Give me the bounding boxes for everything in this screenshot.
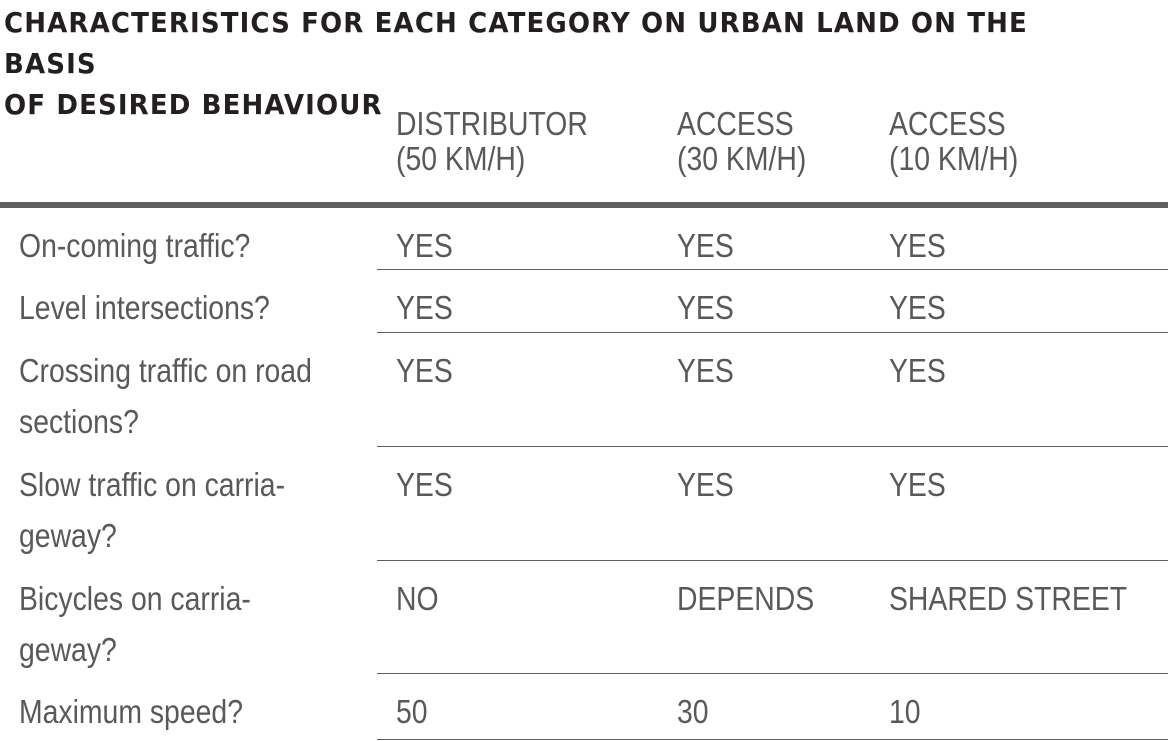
table-row-bicycles: Bicycles on carria-geway? NO DEPENDS SHA… [0, 561, 1168, 674]
column-header-name: ACCESS [889, 105, 1006, 142]
cell-access-30: 30 [677, 693, 709, 730]
table-row-level-intersections: Level intersections? YES YES YES [0, 270, 1168, 333]
table-row-crossing-traffic: Crossing traffic on road sections? YES YE… [0, 333, 1168, 447]
header-divider [0, 202, 1168, 208]
cell-access-10: YES [889, 466, 946, 503]
row-label: Level intersections? [19, 289, 270, 326]
row-label: Crossing traffic on road sections? [19, 352, 312, 440]
cell-distributor: YES [396, 289, 453, 326]
table-row-on-coming-traffic: On-coming traffic? YES YES YES [0, 208, 1168, 270]
row-divider [377, 739, 1168, 740]
table-row-maximum-speed: Maximum speed? 50 30 10 [0, 674, 1168, 740]
cell-access-10: YES [889, 227, 946, 264]
row-divider [377, 269, 1168, 270]
row-label: Maximum speed? [19, 693, 243, 730]
row-divider [377, 560, 1168, 561]
table-row-slow-traffic: Slow traffic on carria-geway? YES YES YE… [0, 447, 1168, 561]
cell-access-10: YES [889, 289, 946, 326]
table-title-line-1: CHARACTERISTICS FOR EACH CATEGORY ON URB… [4, 6, 1028, 80]
cell-access-30: YES [677, 227, 734, 264]
column-header-speed: (50 KM/H) [396, 140, 526, 177]
cell-access-10: SHARED STREET [889, 580, 1128, 617]
row-divider [377, 446, 1168, 447]
cell-access-30: DEPENDS [677, 580, 815, 617]
row-label: Slow traffic on carria-geway? [19, 466, 286, 554]
cell-distributor: YES [396, 466, 453, 503]
cell-distributor: 50 [396, 693, 428, 730]
row-divider [377, 332, 1168, 333]
row-label: On-coming traffic? [19, 227, 251, 264]
column-header-access-30: ACCESS (30 KM/H) [677, 106, 806, 176]
table-title-line-2: OF DESIRED BEHAVIOUR [4, 88, 383, 121]
column-header-access-10: ACCESS (10 KM/H) [889, 106, 1018, 176]
cell-distributor: NO [396, 580, 439, 617]
column-header-name: ACCESS [677, 105, 794, 142]
column-header-distributor: DISTRIBUTOR (50 KM/H) [396, 106, 588, 176]
cell-access-30: YES [677, 352, 734, 389]
cell-distributor: YES [396, 227, 453, 264]
cell-access-10: YES [889, 352, 946, 389]
column-header-speed: (30 KM/H) [677, 140, 807, 177]
cell-distributor: YES [396, 352, 453, 389]
column-header-name: DISTRIBUTOR [396, 105, 588, 142]
row-divider [377, 673, 1168, 674]
row-label: Bicycles on carria-geway? [19, 580, 251, 668]
cell-access-10: 10 [889, 693, 921, 730]
cell-access-30: YES [677, 289, 734, 326]
column-header-speed: (10 KM/H) [889, 140, 1019, 177]
cell-access-30: YES [677, 466, 734, 503]
table-title: CHARACTERISTICS FOR EACH CATEGORY ON URB… [4, 2, 1087, 125]
